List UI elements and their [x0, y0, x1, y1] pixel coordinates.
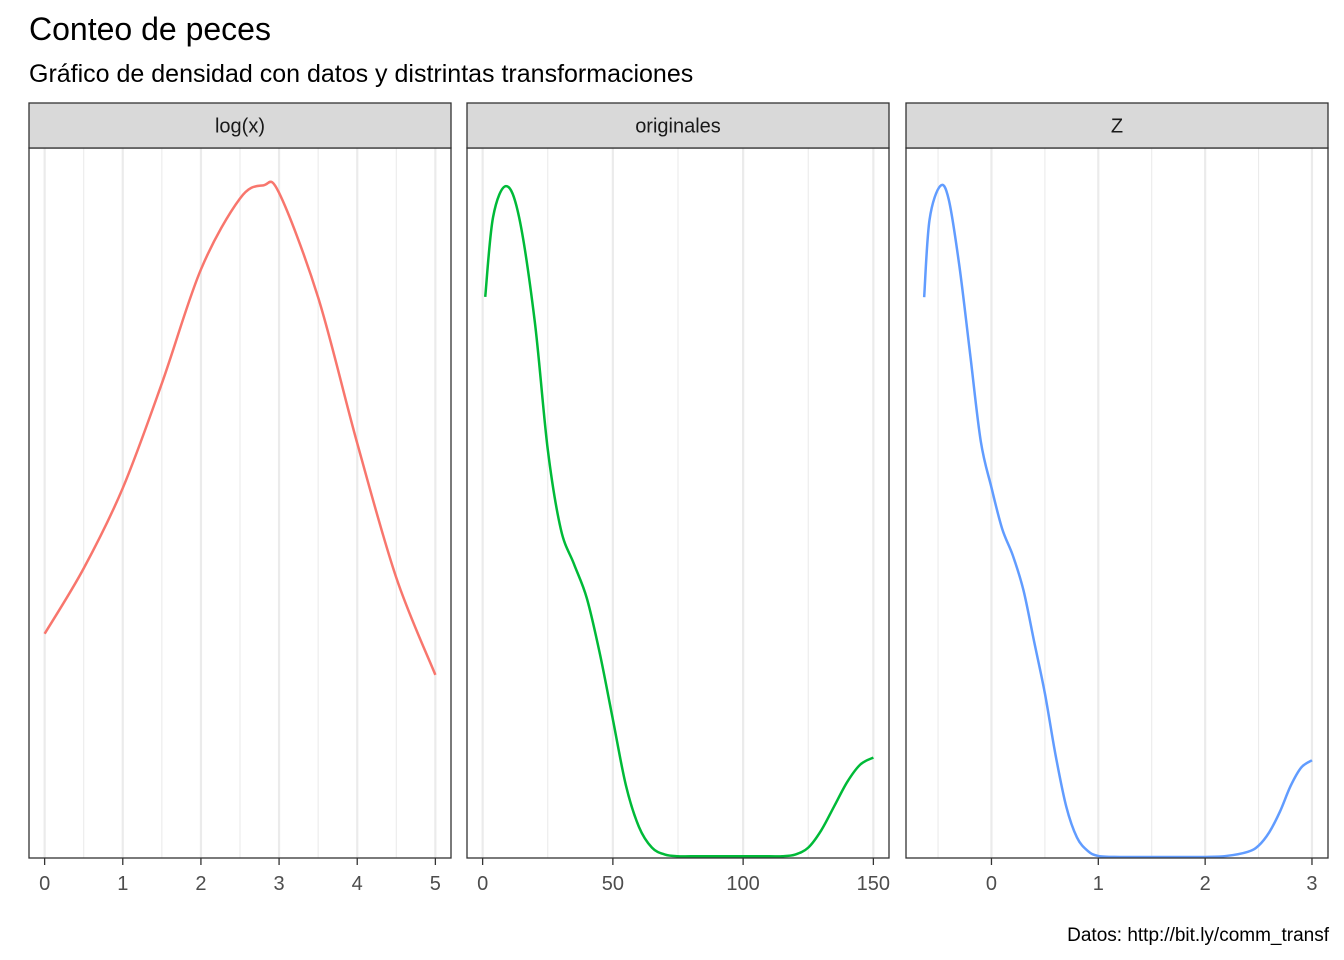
x-tick-label: 50 [602, 873, 624, 895]
chart-caption: Datos: http://bit.ly/comm_transf [1067, 925, 1330, 946]
facet-strip-label: Z [1111, 116, 1123, 138]
facet-strip [28, 102, 452, 149]
panel-log: log(x) 0 1 2 3 4 5 [28, 102, 452, 895]
facet-strip [905, 102, 1329, 149]
density-line-originales [483, 184, 874, 858]
panel-background [906, 148, 1328, 858]
chart-subtitle: Gráfico de densidad con datos y distrint… [29, 60, 693, 88]
x-tick-label: 1 [117, 873, 128, 895]
density-line-z [922, 183, 1313, 859]
x-tick-label: 2 [1200, 873, 1211, 895]
facet-strip [466, 102, 890, 149]
x-tick-label: 0 [39, 873, 50, 895]
panel-originales: originales 0 50 100 150 [466, 102, 890, 895]
facet-panels: log(x) 0 1 2 3 4 5 originales 0 50 100 150 Z 0 1 2 3 [28, 102, 1329, 895]
x-tick-label: 1 [1093, 873, 1104, 895]
x-tick-label: 5 [430, 873, 441, 895]
facet-strip-label: log(x) [215, 116, 265, 138]
x-tick-label: 3 [1306, 873, 1317, 895]
x-tick-label: 0 [477, 873, 488, 895]
density-line-log [43, 180, 437, 676]
facet-strip-label: originales [635, 116, 721, 138]
panel-z: Z 0 1 2 3 [905, 102, 1329, 895]
x-tick-label: 3 [274, 873, 285, 895]
x-tick-label: 4 [352, 873, 363, 895]
x-tick-label: 0 [986, 873, 997, 895]
x-tick-label: 150 [857, 873, 890, 895]
chart-title: Conteo de peces [29, 11, 271, 47]
x-tick-label: 100 [726, 873, 759, 895]
x-tick-label: 2 [195, 873, 206, 895]
